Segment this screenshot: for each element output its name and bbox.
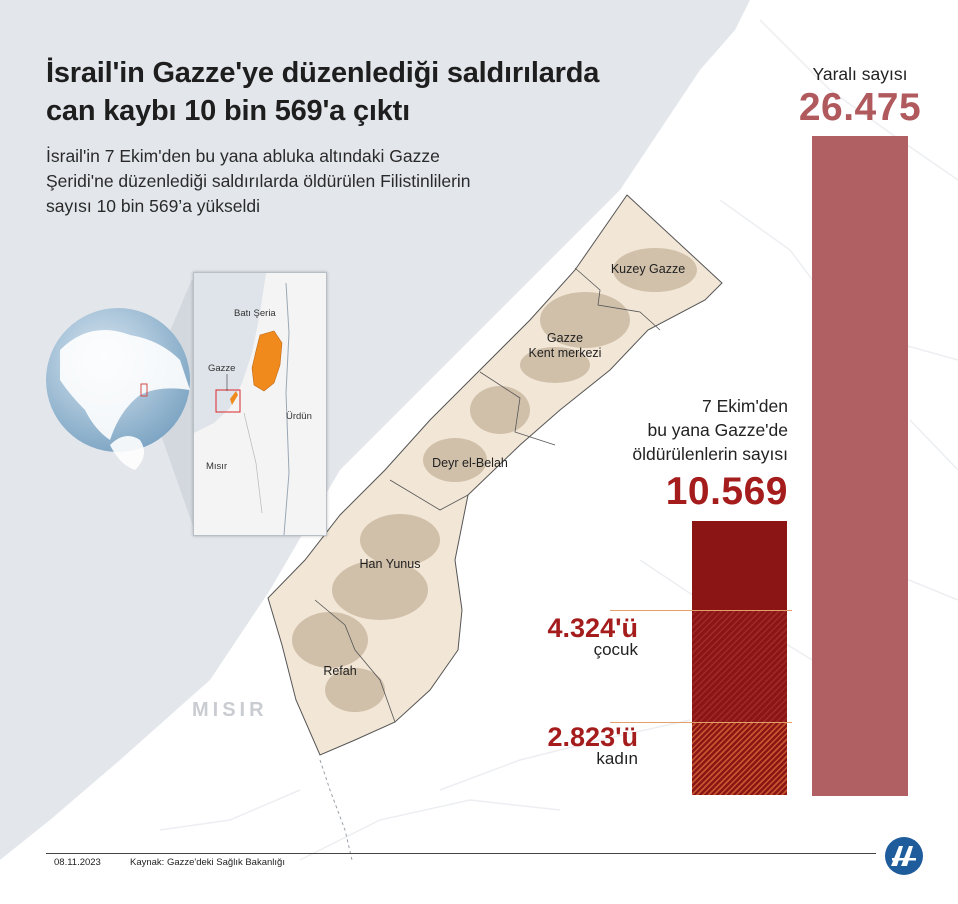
egypt-label: MISIR (192, 699, 268, 721)
inset-label-west-bank: Batı Şeria (234, 308, 276, 319)
killed-bar-children (692, 610, 787, 722)
footer-source: Kaynak: Gazze'deki Sağlık Bakanlığı (130, 857, 285, 868)
page-subtitle: İsrail'in 7 Ekim'den bu yana abluka altı… (46, 144, 606, 219)
inset-label-egypt: Mısır (206, 461, 228, 472)
killed-value: 10.569 (665, 470, 788, 513)
footer-date: 08.11.2023 (54, 857, 101, 868)
inset-label-jordan: Ürdün (286, 411, 312, 422)
subtitle-line-3: sayısı 10 bin 569’a yükseldi (46, 196, 261, 216)
district-borders (314, 267, 661, 723)
wounded-bar (812, 136, 908, 796)
sea-area (0, 0, 750, 860)
inset-map-graphic (194, 273, 326, 535)
killed-label-line-2: bu yana Gazze'de (647, 420, 788, 440)
district-kuzey-gazze: Kuzey Gazze (610, 262, 686, 276)
inset-gaza-box (215, 389, 241, 413)
subtitle-line-1: İsrail'in 7 Ekim'den bu yana abluka altı… (46, 146, 440, 166)
killed-bar (692, 521, 787, 795)
killed-label: 7 Ekim'den bu yana Gazze'de öldürülenler… (560, 394, 788, 466)
district-deyr-el-belah: Deyr el-Belah (432, 456, 508, 470)
inset-sea (194, 273, 266, 433)
wounded-label: Yaralı sayısı (812, 64, 908, 84)
district-kent-merkezi: Kent merkezi (528, 346, 602, 360)
inset-gaza-shape (230, 391, 238, 405)
inset-borders (243, 412, 263, 514)
district-refah: Refah (323, 664, 357, 678)
subtitle-line-2: Şeridi'ne düzenlediği saldırılarda öldür… (46, 171, 471, 191)
inset-label-gaza: Gazze (208, 363, 236, 374)
inset-map: Batı Şeria Gazze Ürdün Mısır (193, 272, 327, 536)
killed-bar-women (692, 722, 787, 795)
west-bank-shape (251, 330, 283, 392)
title-line-1: İsrail'in Gazze'ye düzenlediği saldırıla… (46, 57, 600, 89)
district-gazze: Gazze (546, 331, 584, 345)
children-guide-line (610, 610, 792, 611)
women-guide-line (610, 722, 792, 723)
urban-areas (292, 248, 697, 712)
killed-label-line-1: 7 Ekim'den (701, 396, 788, 416)
killed-label-line-3: öldürülenlerin sayısı (632, 444, 788, 464)
wounded-value: 26.475 (798, 86, 922, 129)
aa-logo (885, 837, 923, 875)
children-value: 4.324'ü (547, 613, 638, 643)
egypt-border (319, 759, 353, 861)
page-title: İsrail'in Gazze'ye düzenlediği saldırıla… (46, 54, 686, 130)
children-label: çocuk (593, 640, 638, 659)
locator-box (140, 383, 148, 397)
women-value: 2.823'ü (547, 722, 638, 752)
globe-landmass (60, 330, 190, 470)
women-label: kadın (596, 749, 638, 768)
title-line-2: can kaybı 10 bin 569'a çıktı (46, 95, 410, 127)
inset-river (283, 282, 290, 535)
globe-locator (46, 280, 195, 532)
killed-bar-other (692, 521, 787, 610)
footer-divider (46, 853, 876, 854)
district-han-yunus: Han Yunus (359, 557, 421, 571)
